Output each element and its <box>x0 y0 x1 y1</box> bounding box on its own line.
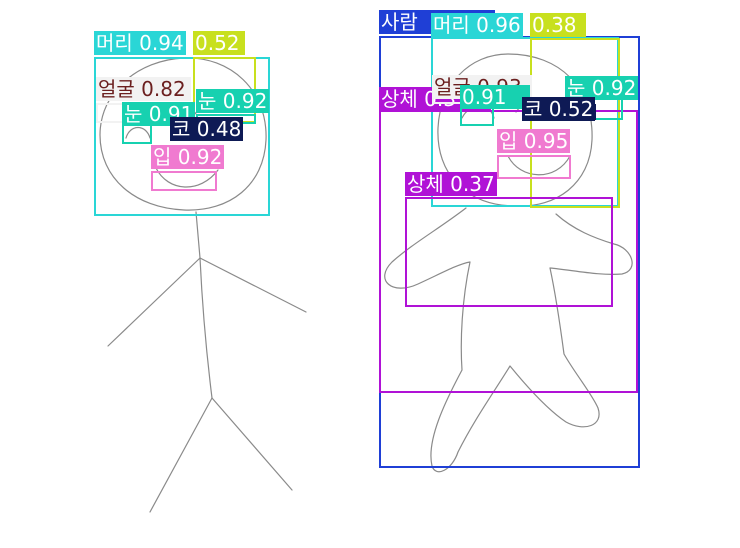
right-figure-detection-label: 0.91 <box>460 85 530 109</box>
detection-class: 머리 <box>96 31 133 55</box>
right-figure-detection-box <box>497 155 571 179</box>
left-figure-detection-label: 머리 0.94 <box>94 31 186 55</box>
left-figure-detection-label: 눈 0.92 <box>196 89 269 113</box>
left-leg-right <box>212 398 292 490</box>
detection-class: 눈 <box>124 102 142 126</box>
right-figure-detection-label: 상체 0.37 <box>405 172 497 196</box>
detection-class: 머리 <box>433 13 470 37</box>
right-figure-detection-box <box>405 197 613 307</box>
left-arm-right <box>200 258 306 312</box>
right-figure-detection-label: 코 0.52 <box>522 97 595 121</box>
left-figure-detection-box <box>151 171 217 191</box>
left-leg-left <box>150 398 212 512</box>
detection-class: 입 <box>153 145 171 169</box>
left-neck <box>196 212 200 258</box>
detection-class: 코 <box>172 117 190 141</box>
right-figure-detection-label: 0.38 <box>530 13 586 37</box>
detection-score: 0.37 <box>450 172 495 196</box>
detection-score: 0.92 <box>592 76 637 100</box>
left-figure-detection-label: 입 0.92 <box>151 145 224 169</box>
detection-class: 얼굴 <box>98 77 135 101</box>
detection-class: 사람 <box>381 10 418 34</box>
detection-score: 0.52 <box>195 31 240 55</box>
left-arm-left <box>108 258 200 346</box>
left-figure-detection-label: 코 0.48 <box>170 117 243 141</box>
detection-class: 눈 <box>198 89 216 113</box>
left-torso <box>200 258 212 398</box>
detection-score: 0.91 <box>462 85 507 109</box>
left-figure-detection-label: 0.52 <box>193 31 245 55</box>
detection-class: 코 <box>524 97 542 121</box>
detection-score: 0.92 <box>178 145 223 169</box>
left-figure-detection-label: 얼굴 0.82 <box>96 77 191 101</box>
detection-class: 상체 <box>407 172 444 196</box>
detection-score: 0.38 <box>532 13 577 37</box>
detection-score: 0.48 <box>197 117 242 141</box>
detection-score: 0.82 <box>141 77 186 101</box>
detection-class: 입 <box>499 129 517 153</box>
detection-score: 0.96 <box>476 13 521 37</box>
detection-class: 상체 <box>381 87 418 111</box>
right-figure-detection-label: 머리 0.96 <box>431 13 523 37</box>
detection-score: 0.94 <box>139 31 184 55</box>
right-figure-detection-label: 입 0.95 <box>497 129 570 153</box>
detection-score: 0.95 <box>524 129 569 153</box>
detection-score: 0.52 <box>549 97 594 121</box>
detection-score: 0.92 <box>223 89 268 113</box>
